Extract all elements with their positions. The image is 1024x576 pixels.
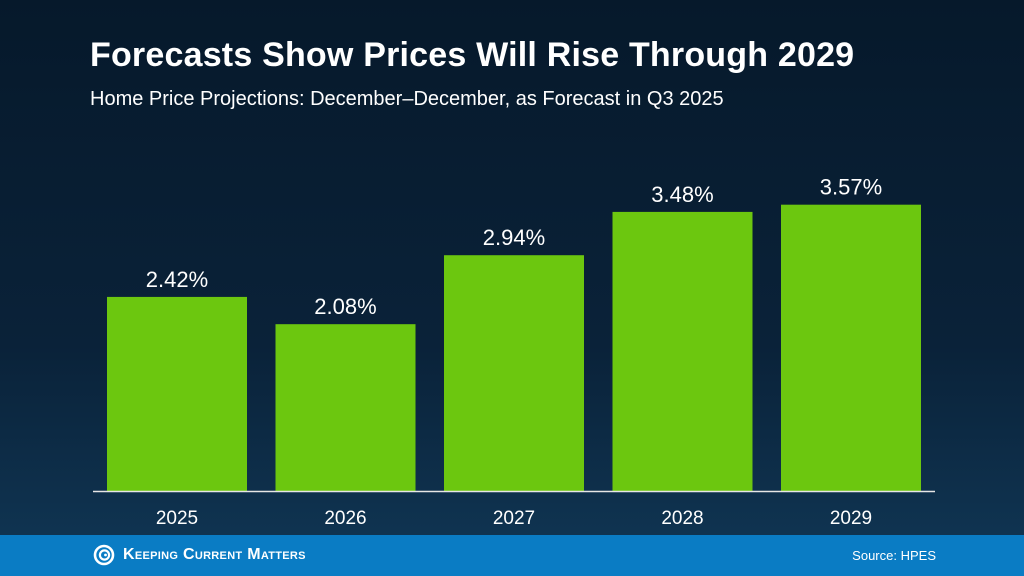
x-tick-label: 2028 bbox=[661, 508, 703, 529]
data-label: 2.42% bbox=[146, 267, 208, 292]
data-label: 2.08% bbox=[314, 294, 376, 319]
x-tick-label: 2029 bbox=[830, 508, 872, 529]
bar-2025 bbox=[107, 296, 247, 491]
swirl-logo-icon bbox=[93, 544, 115, 566]
bar-2026 bbox=[275, 324, 416, 491]
chart-title: Forecasts Show Prices Will Rise Through … bbox=[90, 36, 855, 74]
bar-2028 bbox=[612, 211, 753, 492]
x-tick-label: 2027 bbox=[493, 508, 535, 529]
source-note: Source: HPES bbox=[852, 548, 936, 563]
data-label: 2.94% bbox=[483, 225, 545, 250]
logo-text: Keeping Current Matters bbox=[123, 546, 306, 563]
footer: Keeping Current Matters Source: HPES bbox=[0, 535, 1024, 576]
bar-2029 bbox=[781, 204, 921, 491]
bar-2027 bbox=[444, 255, 584, 491]
kcm-logo: Keeping Current Matters bbox=[93, 544, 306, 566]
chart-subtitle: Home Price Projections: December–Decembe… bbox=[90, 88, 724, 110]
data-label: 3.57% bbox=[820, 175, 882, 200]
x-tick-label: 2025 bbox=[156, 508, 198, 529]
x-tick-label: 2026 bbox=[324, 508, 366, 529]
data-label: 3.48% bbox=[651, 182, 713, 207]
